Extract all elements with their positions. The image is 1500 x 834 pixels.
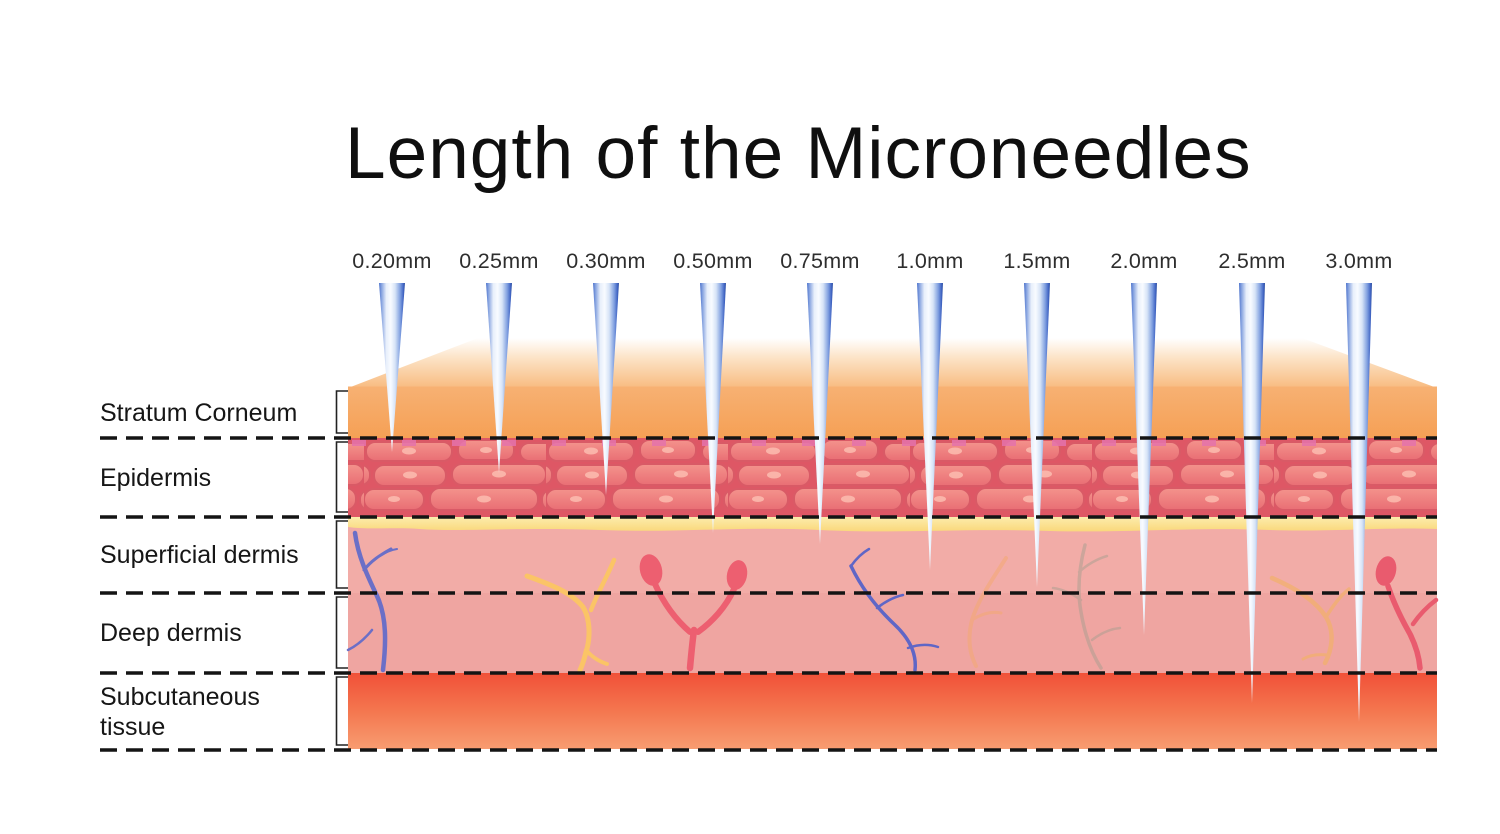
microneedle-shape xyxy=(700,283,726,533)
layer-label: Stratum Corneum xyxy=(100,398,298,427)
layer-label: Epidermis xyxy=(100,463,212,492)
layer-bracket xyxy=(335,520,348,589)
dermis-vessels-illustration xyxy=(346,530,1439,673)
layer-label: Deep dermis xyxy=(100,619,242,647)
needle-length-label: 0.75mm xyxy=(780,249,860,273)
microneedle-shape xyxy=(1346,283,1372,722)
layer-brackets-group xyxy=(335,390,348,746)
capillary-icon xyxy=(1375,556,1439,671)
diagram-title: Length of the Microneedles xyxy=(345,113,1252,194)
nerve-icon xyxy=(967,556,1008,668)
needle-length-label: 0.20mm xyxy=(352,249,432,273)
layer-bracket xyxy=(335,441,348,513)
microneedle-shape xyxy=(1239,283,1265,703)
layer-boundaries-group xyxy=(100,436,1437,752)
layer-bracket xyxy=(335,390,348,434)
microneedle-shape xyxy=(593,283,619,495)
epidermis-layer xyxy=(348,438,1437,517)
layer-label: Superficial dermis xyxy=(100,541,299,569)
needle-length-label: 0.30mm xyxy=(566,249,646,273)
nerve-icon xyxy=(1269,575,1351,666)
layer-bracket xyxy=(335,676,348,746)
blue-vessel-icon xyxy=(346,530,398,673)
microneedle-shape xyxy=(1024,283,1050,587)
stratum-corneum-layer xyxy=(348,386,1437,438)
needle-length-label: 3.0mm xyxy=(1325,249,1393,273)
skin-top-face xyxy=(348,338,1437,388)
layer-bracket xyxy=(335,596,348,669)
needle-length-label: 1.0mm xyxy=(896,249,964,273)
layer-label: Subcutaneous tissue xyxy=(100,682,260,741)
deep-dermis-layer xyxy=(348,593,1437,673)
blue-vessel-icon xyxy=(849,547,940,672)
nerve-icon xyxy=(524,557,617,673)
subcutaneous-layer xyxy=(348,673,1437,749)
capillary-icon xyxy=(639,554,748,672)
microneedle-shape xyxy=(486,283,512,473)
needle-length-label: 2.5mm xyxy=(1218,249,1286,273)
needle-length-label: 1.5mm xyxy=(1003,249,1071,273)
needle-length-label: 0.25mm xyxy=(459,249,539,273)
microneedle-shape xyxy=(379,283,405,452)
microneedle-shape xyxy=(1131,283,1157,635)
needle-length-label: 2.0mm xyxy=(1110,249,1178,273)
basement-membrane-band xyxy=(348,517,1437,532)
microneedles-group xyxy=(379,283,1372,722)
microneedle-shape xyxy=(807,283,833,544)
microneedle-shape xyxy=(917,283,943,570)
needle-length-label: 0.50mm xyxy=(673,249,753,273)
